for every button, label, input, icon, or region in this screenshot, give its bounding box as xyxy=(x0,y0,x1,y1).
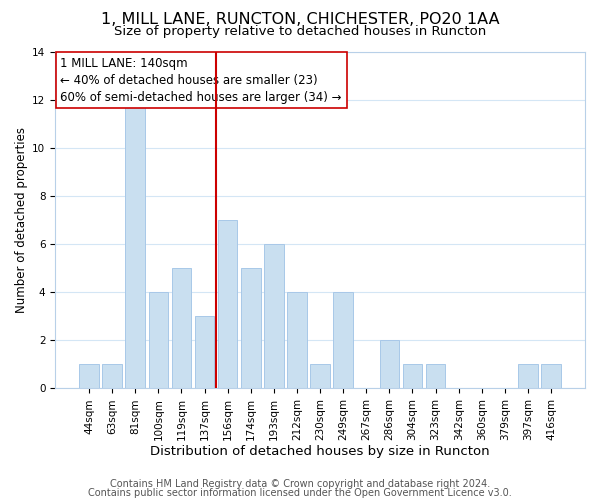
Bar xyxy=(541,364,561,388)
Bar xyxy=(149,292,168,388)
Bar xyxy=(172,268,191,388)
Bar xyxy=(195,316,214,388)
Bar xyxy=(103,364,122,388)
Bar xyxy=(403,364,422,388)
Text: Contains public sector information licensed under the Open Government Licence v3: Contains public sector information licen… xyxy=(88,488,512,498)
X-axis label: Distribution of detached houses by size in Runcton: Distribution of detached houses by size … xyxy=(150,444,490,458)
Text: 1, MILL LANE, RUNCTON, CHICHESTER, PO20 1AA: 1, MILL LANE, RUNCTON, CHICHESTER, PO20 … xyxy=(101,12,499,28)
Bar xyxy=(264,244,284,388)
Bar xyxy=(79,364,99,388)
Bar xyxy=(518,364,538,388)
Bar xyxy=(426,364,445,388)
Bar xyxy=(125,100,145,389)
Text: 1 MILL LANE: 140sqm
← 40% of detached houses are smaller (23)
60% of semi-detach: 1 MILL LANE: 140sqm ← 40% of detached ho… xyxy=(61,56,342,104)
Bar xyxy=(287,292,307,388)
Text: Size of property relative to detached houses in Runcton: Size of property relative to detached ho… xyxy=(114,25,486,38)
Bar xyxy=(334,292,353,388)
Bar xyxy=(310,364,330,388)
Y-axis label: Number of detached properties: Number of detached properties xyxy=(15,127,28,313)
Bar xyxy=(380,340,399,388)
Bar xyxy=(241,268,260,388)
Text: Contains HM Land Registry data © Crown copyright and database right 2024.: Contains HM Land Registry data © Crown c… xyxy=(110,479,490,489)
Bar xyxy=(218,220,238,388)
